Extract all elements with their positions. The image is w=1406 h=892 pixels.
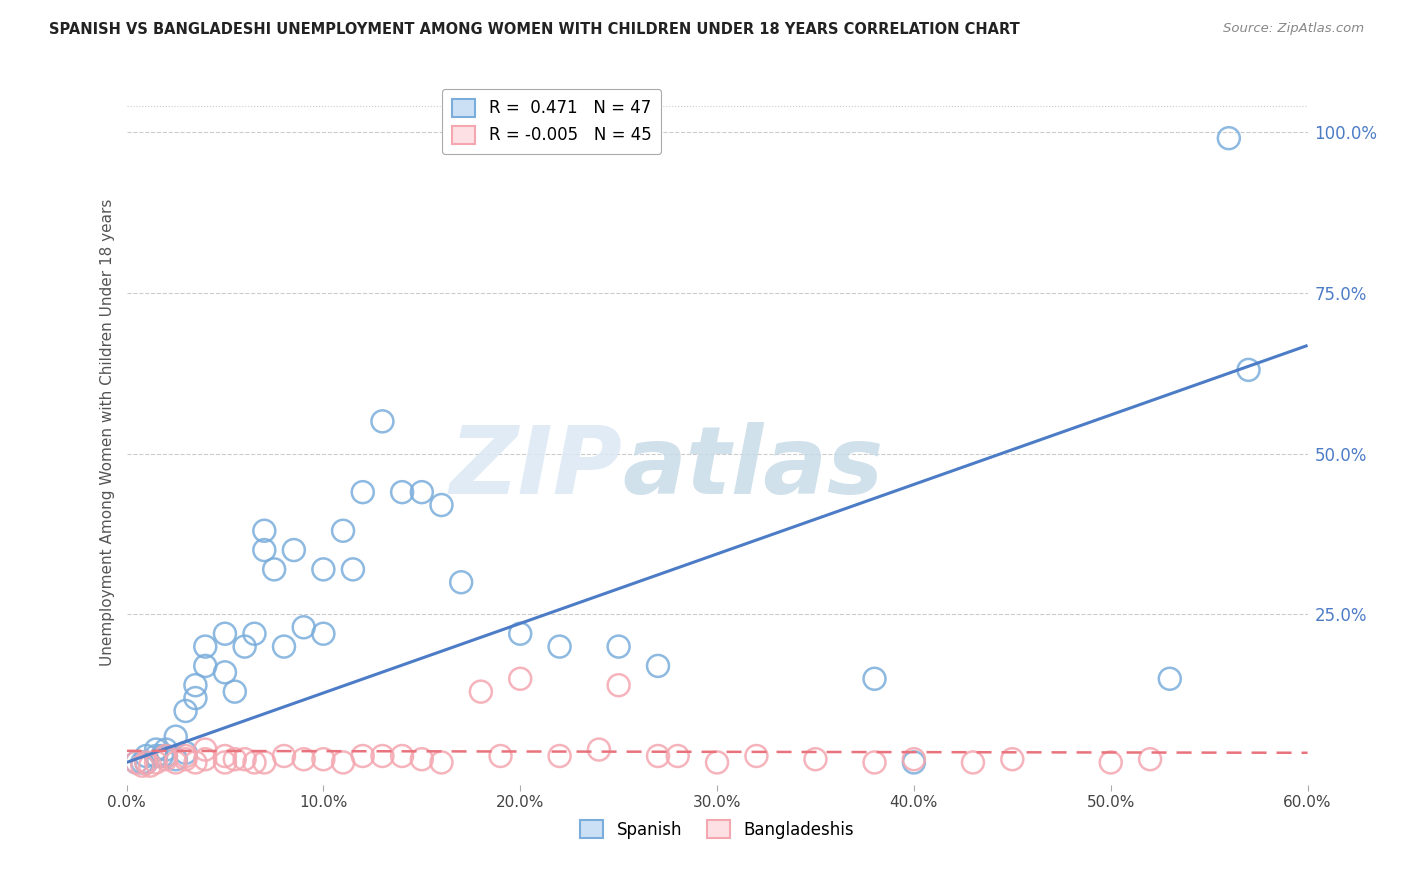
Point <box>489 749 512 764</box>
Point <box>292 620 315 634</box>
Point <box>607 640 630 654</box>
Point <box>411 485 433 500</box>
Point <box>391 485 413 500</box>
Point <box>155 749 177 764</box>
Point <box>332 756 354 770</box>
Point <box>135 756 157 770</box>
Point <box>1001 752 1024 766</box>
Point <box>588 742 610 756</box>
Point <box>352 485 374 500</box>
Point <box>1139 752 1161 766</box>
Point <box>174 704 197 718</box>
Point <box>224 684 246 698</box>
Point <box>135 749 157 764</box>
Point <box>863 756 886 770</box>
Point <box>430 756 453 770</box>
Point <box>165 756 187 770</box>
Point <box>184 756 207 770</box>
Point <box>145 756 167 770</box>
Point <box>1218 131 1240 145</box>
Point <box>243 756 266 770</box>
Point <box>125 756 148 770</box>
Point <box>233 640 256 654</box>
Point <box>450 575 472 590</box>
Point <box>903 752 925 766</box>
Point <box>174 746 197 760</box>
Legend: Spanish, Bangladeshis: Spanish, Bangladeshis <box>571 812 863 847</box>
Point <box>342 562 364 576</box>
Point <box>174 749 197 764</box>
Point <box>214 756 236 770</box>
Point <box>1237 363 1260 377</box>
Point <box>233 752 256 766</box>
Point <box>214 626 236 640</box>
Point <box>647 749 669 764</box>
Point <box>745 749 768 764</box>
Point <box>391 749 413 764</box>
Point <box>312 626 335 640</box>
Point <box>411 752 433 766</box>
Point <box>352 749 374 764</box>
Point <box>194 640 217 654</box>
Point <box>283 543 305 558</box>
Point <box>174 752 197 766</box>
Point <box>194 742 217 756</box>
Point <box>607 678 630 692</box>
Text: SPANISH VS BANGLADESHI UNEMPLOYMENT AMONG WOMEN WITH CHILDREN UNDER 18 YEARS COR: SPANISH VS BANGLADESHI UNEMPLOYMENT AMON… <box>49 22 1019 37</box>
Point <box>243 626 266 640</box>
Point <box>312 562 335 576</box>
Point <box>155 742 177 756</box>
Point <box>214 749 236 764</box>
Point <box>509 626 531 640</box>
Point <box>666 749 689 764</box>
Point <box>194 752 217 766</box>
Point <box>131 758 153 772</box>
Point <box>863 672 886 686</box>
Point <box>150 749 173 764</box>
Point <box>155 749 177 764</box>
Point <box>263 562 285 576</box>
Point <box>903 756 925 770</box>
Point <box>165 730 187 744</box>
Point <box>962 756 984 770</box>
Point <box>1159 672 1181 686</box>
Point <box>804 752 827 766</box>
Text: ZIP: ZIP <box>450 422 623 514</box>
Point <box>312 752 335 766</box>
Point <box>184 678 207 692</box>
Point <box>224 752 246 766</box>
Point <box>509 672 531 686</box>
Point <box>470 684 492 698</box>
Y-axis label: Unemployment Among Women with Children Under 18 years: Unemployment Among Women with Children U… <box>100 199 115 666</box>
Point <box>371 414 394 428</box>
Point <box>253 524 276 538</box>
Point <box>371 749 394 764</box>
Point <box>647 659 669 673</box>
Point <box>135 756 157 770</box>
Point <box>125 756 148 770</box>
Point <box>273 749 295 764</box>
Point <box>430 498 453 512</box>
Point <box>706 756 728 770</box>
Text: atlas: atlas <box>623 422 884 514</box>
Point <box>184 691 207 706</box>
Point <box>253 756 276 770</box>
Point <box>332 524 354 538</box>
Point <box>139 758 162 772</box>
Text: Source: ZipAtlas.com: Source: ZipAtlas.com <box>1223 22 1364 36</box>
Point <box>548 640 571 654</box>
Point <box>131 756 153 770</box>
Point <box>273 640 295 654</box>
Point <box>155 752 177 766</box>
Point <box>145 742 167 756</box>
Point <box>292 752 315 766</box>
Point <box>165 752 187 766</box>
Point <box>548 749 571 764</box>
Point <box>145 749 167 764</box>
Point <box>214 665 236 680</box>
Point <box>253 543 276 558</box>
Point <box>1099 756 1122 770</box>
Point <box>194 659 217 673</box>
